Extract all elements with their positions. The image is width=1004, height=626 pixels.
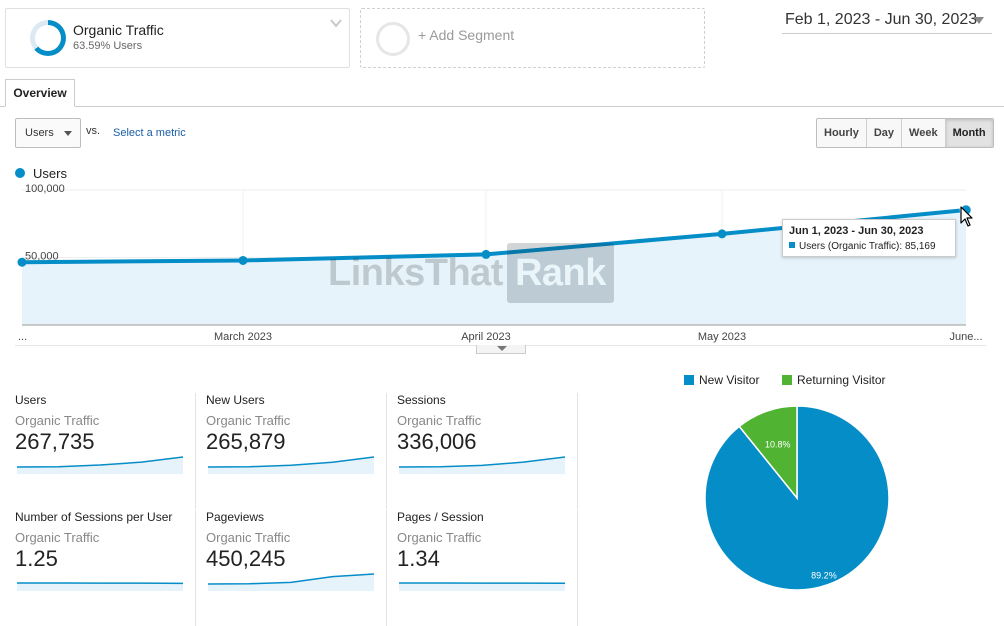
date-range-label: Feb 1, 2023 - Jun 30, 2023: [785, 11, 977, 29]
pie-legend-new-visitor[interactable]: New Visitor: [684, 373, 759, 387]
users-legend-dot: [15, 168, 25, 178]
users-data-point[interactable]: [239, 256, 248, 265]
tooltip-series-row: Users (Organic Traffic): 85,169: [789, 241, 936, 252]
users-data-point[interactable]: [482, 250, 491, 259]
scorecard-metric-name: Users: [15, 393, 46, 407]
x-tick-label: May 2023: [698, 331, 746, 343]
users-data-point[interactable]: [718, 229, 727, 238]
scorecard-pages-per-session[interactable]: Pages / Session Organic Traffic 1.34: [397, 510, 578, 626]
chart-tooltip: Jun 1, 2023 - Jun 30, 2023 Users (Organi…: [782, 219, 956, 257]
scorecard-segment-name: Organic Traffic: [206, 413, 290, 428]
scorecard-segment-name: Organic Traffic: [15, 413, 99, 428]
pie-slice-label: 10.8%: [765, 439, 791, 449]
scorecard-metric-name: New Users: [206, 393, 265, 407]
month-button[interactable]: Month: [946, 119, 993, 147]
scorecard-sparkline: [397, 570, 567, 592]
collapse-chart-button[interactable]: [476, 345, 526, 354]
scorecard-new-users[interactable]: New Users Organic Traffic 265,879: [206, 393, 387, 509]
segment-ring-icon: [30, 20, 66, 56]
x-tick-label: June...: [949, 331, 982, 343]
caret-down-icon: [64, 131, 72, 137]
scorecard-segment-name: Organic Traffic: [397, 413, 481, 428]
add-segment-ring-icon: [376, 22, 410, 56]
segment-subtitle: 63.59% Users: [73, 40, 142, 52]
date-range-picker[interactable]: Feb 1, 2023 - Jun 30, 2023: [782, 9, 992, 34]
scorecard-value: 265,879: [206, 429, 286, 455]
tooltip-title: Jun 1, 2023 - Jun 30, 2023: [789, 225, 924, 237]
users-data-point[interactable]: [18, 258, 27, 267]
add-segment-label: + Add Segment: [418, 27, 514, 43]
users-legend-label: Users: [33, 166, 67, 181]
scorecard-value: 267,735: [15, 429, 95, 455]
scorecard-metric-name: Pageviews: [206, 510, 264, 524]
metric-dropdown[interactable]: Users: [15, 118, 81, 148]
scorecard-metric-name: Sessions: [397, 393, 446, 407]
caret-down-icon: [974, 17, 984, 25]
tooltip-series-swatch: [789, 242, 795, 248]
scorecard-value: 1.34: [397, 546, 440, 572]
pie-legend-returning-visitor[interactable]: Returning Visitor: [782, 373, 886, 387]
caret-down-icon: [497, 346, 507, 352]
tab-divider: [0, 106, 1004, 107]
scorecard-metric-name: Number of Sessions per User: [15, 510, 172, 524]
scorecard-sparkline: [206, 453, 376, 475]
scorecard-sparkline: [15, 453, 185, 475]
mouse-cursor-icon: [960, 206, 974, 228]
segment-name: Organic Traffic: [73, 22, 164, 38]
scorecard-sparkline: [206, 570, 376, 592]
tab-overview[interactable]: Overview: [5, 79, 75, 107]
scorecard-sessions-per-user[interactable]: Number of Sessions per User Organic Traf…: [15, 510, 196, 626]
vs-label: vs.: [86, 125, 100, 137]
scorecard-value: 450,245: [206, 546, 286, 572]
segment-organic-traffic[interactable]: Organic Traffic 63.59% Users: [5, 8, 350, 68]
chevron-down-icon[interactable]: [330, 17, 342, 29]
pie-legend-label: Returning Visitor: [797, 373, 886, 387]
pie-legend-label: New Visitor: [699, 373, 759, 387]
time-granularity-toggle: Hourly Day Week Month: [816, 118, 994, 148]
scorecard-pageviews[interactable]: Pageviews Organic Traffic 450,245: [206, 510, 387, 626]
scorecard-value: 336,006: [397, 429, 477, 455]
scorecard-sparkline: [397, 453, 567, 475]
new-visitor-swatch: [684, 375, 694, 385]
sparkline-area: [17, 583, 183, 591]
select-metric-link[interactable]: Select a metric: [113, 127, 186, 139]
tooltip-series-value: Users (Organic Traffic): 85,169: [799, 241, 936, 252]
metric-dropdown-value: Users: [25, 127, 54, 139]
scorecard-sessions[interactable]: Sessions Organic Traffic 336,006: [397, 393, 578, 509]
scorecard-users[interactable]: Users Organic Traffic 267,735: [15, 393, 196, 509]
week-button[interactable]: Week: [902, 119, 946, 147]
hourly-button[interactable]: Hourly: [817, 119, 867, 147]
add-segment-button[interactable]: + Add Segment: [360, 8, 705, 68]
scorecard-segment-name: Organic Traffic: [206, 530, 290, 545]
returning-visitor-swatch: [782, 375, 792, 385]
x-tick-label: March 2023: [214, 331, 272, 343]
scorecard-segment-name: Organic Traffic: [15, 530, 99, 545]
scorecard-metric-name: Pages / Session: [397, 510, 484, 524]
visitor-pie-chart: 89.2% 10.8%: [704, 405, 890, 591]
sparkline-area: [399, 583, 565, 591]
scorecard-value: 1.25: [15, 546, 58, 572]
y-tick-label: 100,000: [25, 183, 65, 195]
scorecard-sparkline: [15, 570, 185, 592]
x-tick-label: ...: [18, 331, 27, 343]
scorecard-segment-name: Organic Traffic: [397, 530, 481, 545]
pie-slice-label: 89.2%: [811, 570, 837, 580]
x-tick-label: April 2023: [461, 331, 511, 343]
day-button[interactable]: Day: [867, 119, 902, 147]
